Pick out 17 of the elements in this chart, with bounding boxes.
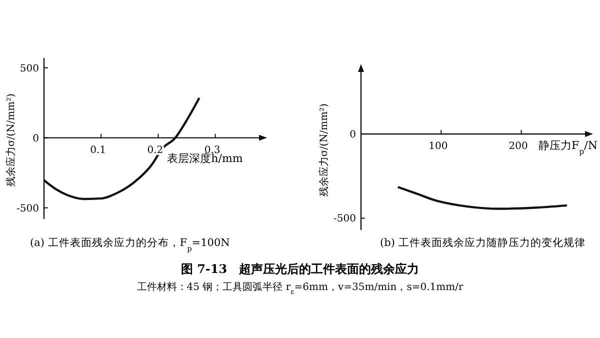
x-tick-label: 100 bbox=[428, 141, 448, 152]
y-tick-label: 0 bbox=[32, 133, 39, 144]
text: (a) 工件表面残余应力的分布，F$_{p}$=100N bbox=[30, 236, 230, 252]
x-tick-label: 200 bbox=[508, 141, 528, 152]
x-axis-title: 静压力F$_{p}$/N bbox=[538, 139, 598, 156]
x-tick-label: 0.1 bbox=[90, 144, 106, 156]
y-axis-title: 残余应力σ/(N/mm²) bbox=[5, 93, 17, 187]
x-axis-title: 表层深度h/mm bbox=[167, 152, 244, 165]
caption: 图 7-13 超声压光后的工件表面的残余应力 bbox=[180, 262, 420, 276]
text: (b) 工件表面残余应力随静压力的变化规律 bbox=[380, 236, 586, 249]
line-series bbox=[396, 186, 568, 210]
y-tick-label: 0 bbox=[350, 130, 356, 140]
y-tick-label: -500 bbox=[334, 214, 356, 225]
y-tick-label: -500 bbox=[16, 203, 39, 214]
text: 工件材料：45 钢；工具圆弧半径 r$_{ε}$=6mm，v=35m/min，s=0.1mm/r bbox=[136, 281, 464, 296]
y-axis-title: 残余应力σ/(N/mm²) bbox=[318, 103, 330, 197]
y-tick-label: 500 bbox=[20, 63, 39, 74]
